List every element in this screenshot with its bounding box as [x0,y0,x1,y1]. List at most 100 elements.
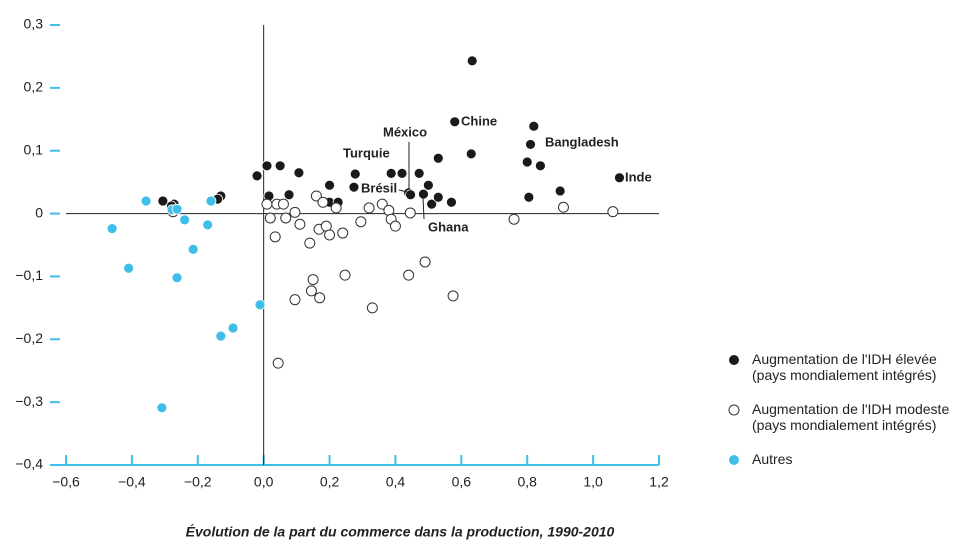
annotation: Brésil [361,180,397,195]
annotation: Turquie [343,145,390,160]
point [389,220,401,232]
point [202,219,214,231]
point [307,274,319,286]
point [528,120,540,132]
y-tick-label: −0,2 [15,330,43,346]
x-tick-label: −0,2 [184,474,212,490]
y-tick-label: 0,3 [24,16,44,32]
point [405,189,416,201]
point [227,322,239,334]
annotation: Chine [461,113,497,128]
point [447,290,459,302]
y-tick-label: 0,1 [24,141,44,157]
y-tick-label: −0,3 [15,393,43,409]
point [314,292,326,304]
point [264,212,276,224]
point [289,294,301,306]
legend-label: Augmentation de l'IDH modeste (pays mondi… [752,401,949,433]
point [283,189,295,201]
point [310,190,322,202]
point [254,299,266,311]
legend-label: Augmentation de l'IDH élevée (pays mondia… [752,351,937,383]
x-axis-label: Évolution de la part du commerce dans la… [186,524,615,540]
point [432,191,444,203]
point [261,160,273,172]
point [123,262,134,274]
point [403,269,415,281]
point [449,116,461,128]
point [465,148,477,160]
point [614,172,625,184]
x-tick-label: 1,0 [583,474,603,490]
point [289,206,301,218]
point [348,181,360,193]
point [521,156,533,168]
point [187,243,199,255]
point [446,196,457,208]
point [140,195,152,207]
point [525,139,536,150]
point [404,207,416,219]
legend-marker [729,355,739,365]
point [157,195,169,207]
point [376,198,388,210]
annotation: Ghana [428,219,469,234]
point [269,231,281,243]
point [277,198,289,210]
point [261,198,273,210]
point [535,160,546,172]
point [171,203,183,215]
x-tick-label: 0,0 [254,474,274,490]
point [305,285,317,297]
point [294,218,306,230]
point [324,179,335,191]
point [171,272,183,284]
point [396,167,408,179]
point [418,188,429,200]
point [272,357,284,369]
point [280,212,292,224]
point [215,330,227,342]
point [466,55,478,67]
point [607,206,619,218]
x-tick-label: 0,4 [386,474,406,490]
y-tick-label: 0 [35,204,43,220]
point [205,195,217,207]
point [337,227,349,239]
x-tick-label: 0,2 [320,474,340,490]
x-tick-label: −0,4 [118,474,146,490]
point [523,191,535,203]
point [422,179,434,191]
point [366,302,378,314]
point [324,229,336,241]
point [293,167,305,179]
point [156,402,168,414]
point [385,167,397,179]
point [355,216,367,228]
point [413,167,425,179]
y-tick-label: −0,1 [15,267,43,283]
point [363,202,375,214]
point [339,269,351,281]
point [317,196,329,208]
point [179,214,191,226]
x-tick-label: 0,8 [517,474,537,490]
point [419,256,431,268]
point [330,202,342,214]
point [251,170,263,182]
point [508,213,520,225]
point [304,237,316,249]
y-tick-label: −0,4 [15,456,43,472]
annotation: México [383,124,427,139]
point [554,185,566,197]
annotation: Bangladesh [545,134,619,149]
legend-marker [728,404,740,416]
x-tick-label: 1,2 [649,474,669,490]
x-tick-label: 0,6 [452,474,472,490]
point [349,168,361,180]
point [274,160,286,172]
x-tick-label: −0,6 [52,474,80,490]
legend-label: Autres [752,451,792,467]
point [426,198,438,210]
